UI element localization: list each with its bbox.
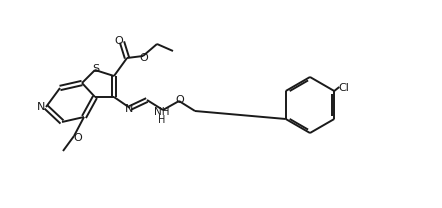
Text: O: O: [114, 36, 123, 46]
Text: O: O: [74, 133, 82, 143]
Text: N: N: [37, 102, 45, 112]
Text: N: N: [125, 104, 133, 114]
Text: S: S: [92, 64, 99, 74]
Text: H: H: [158, 115, 166, 125]
Text: NH: NH: [154, 107, 170, 117]
Text: O: O: [140, 53, 149, 63]
Text: O: O: [175, 95, 184, 105]
Text: Cl: Cl: [339, 83, 350, 93]
